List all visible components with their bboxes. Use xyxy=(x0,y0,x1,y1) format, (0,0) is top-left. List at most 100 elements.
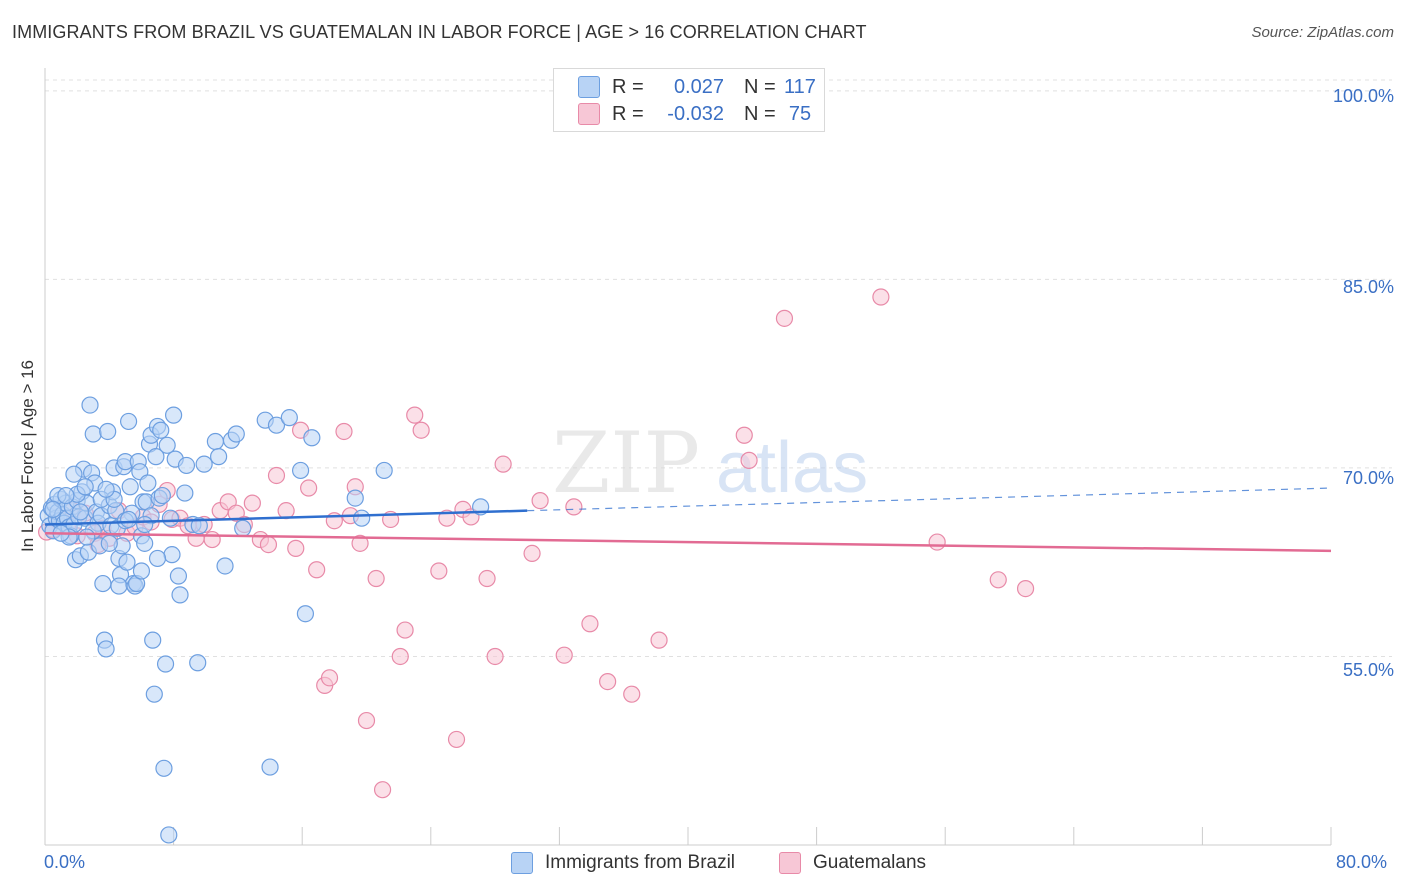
guatemalans-point xyxy=(287,539,305,557)
brazil-point xyxy=(375,461,393,480)
brazil-point xyxy=(303,429,321,447)
brazil-point xyxy=(177,456,196,475)
brazil-point xyxy=(78,528,96,546)
guatemalans-points xyxy=(38,288,1035,799)
guatemalans-point xyxy=(320,669,339,687)
n-value: 117 xyxy=(784,75,816,98)
brazil-point xyxy=(346,489,364,507)
bottom-legend-brazil[interactable]: Immigrants from Brazil xyxy=(511,852,735,874)
guatemalans-point xyxy=(203,530,221,549)
x-tick-label-min: 0.0% xyxy=(44,852,86,872)
brazil-point xyxy=(353,509,371,527)
y-tick-label-100: 100.0% xyxy=(1332,86,1394,106)
axes xyxy=(44,68,1332,846)
guatemalans-trend-line xyxy=(44,532,1332,553)
guatemalans-point xyxy=(928,533,946,551)
guatemalans-point xyxy=(740,451,758,469)
guatemalans-point xyxy=(565,498,583,516)
guatemalans-point xyxy=(391,647,409,666)
brazil-point xyxy=(160,826,178,844)
brazil-point xyxy=(65,465,83,483)
brazil-point xyxy=(44,500,62,519)
guatemalans-point xyxy=(259,535,278,554)
brazil-point xyxy=(291,461,310,480)
brazil-point xyxy=(136,534,154,552)
brazil-point xyxy=(189,654,207,672)
r-value: -0.032 xyxy=(667,102,724,125)
guatemalans-point xyxy=(531,492,549,510)
brazil-point xyxy=(81,396,99,414)
y-tick-label-70: 70.0% xyxy=(1342,468,1394,488)
n-label: N = xyxy=(744,102,776,125)
n-label: N = xyxy=(744,75,776,98)
brazil-point xyxy=(169,567,188,585)
guatemalans-point xyxy=(872,288,890,306)
brazil-point xyxy=(176,484,194,502)
brazil-point xyxy=(76,478,94,496)
brazil-point xyxy=(136,515,154,534)
guatemalans-point xyxy=(351,534,369,552)
brazil-point xyxy=(144,631,162,649)
guatemalans-point xyxy=(478,569,496,588)
brazil-point xyxy=(145,685,163,703)
brazil-point xyxy=(171,586,189,604)
guatemalans-point xyxy=(599,673,617,691)
guatemalans-legend-swatch xyxy=(779,852,801,874)
brazil-point xyxy=(94,574,112,593)
brazil-point xyxy=(84,425,102,443)
guatemalans-point xyxy=(300,479,318,497)
r-label: R = xyxy=(612,75,644,98)
brazil-point xyxy=(216,557,234,575)
brazil-point xyxy=(97,480,115,498)
guatemalans-swatch xyxy=(578,103,600,125)
brazil-point xyxy=(119,510,138,529)
guatemalans-point xyxy=(373,781,392,799)
source-label: Source: ZipAtlas.com xyxy=(1251,24,1394,41)
guatemalans-point xyxy=(396,621,414,639)
brazil-point xyxy=(97,640,115,658)
guatemalans-point xyxy=(447,730,466,749)
guatemalans-point xyxy=(243,494,261,512)
brazil-points xyxy=(39,396,490,844)
brazil-swatch xyxy=(578,76,600,98)
guatemalans-point xyxy=(357,711,376,730)
guatemalans-point xyxy=(623,685,641,703)
guatemalans-point xyxy=(335,422,353,441)
brazil-point xyxy=(161,509,179,527)
brazil-point xyxy=(227,425,245,443)
brazil-point xyxy=(156,655,175,673)
guatemalans-point xyxy=(430,562,448,580)
bottom-legend-guatemalans[interactable]: Guatemalans xyxy=(779,852,926,874)
brazil-point xyxy=(99,422,117,441)
guatemalans-point xyxy=(367,569,385,588)
guatemalans-point xyxy=(989,571,1007,589)
brazil-trend-line xyxy=(44,509,528,526)
brazil-point xyxy=(280,409,298,427)
chart-title: IMMIGRANTS FROM BRAZIL VS GUATEMALAN IN … xyxy=(12,22,867,42)
brazil-point xyxy=(100,534,118,552)
brazil-point xyxy=(153,486,171,505)
brazil-point xyxy=(121,478,139,496)
brazil-point xyxy=(132,562,151,580)
guatemalans-point xyxy=(494,455,512,473)
brazil-point xyxy=(261,758,279,776)
brazil-point xyxy=(210,448,228,466)
guatemalans-point xyxy=(308,561,326,579)
brazil-point xyxy=(234,519,252,537)
legend-row-guatemalans: R = -0.032 N = 75 xyxy=(578,101,820,127)
guatemalans-point xyxy=(650,631,668,649)
guatemalans-legend-label: Guatemalans xyxy=(813,852,927,873)
brazil-legend-label: Immigrants from Brazil xyxy=(545,852,736,873)
guatemalans-point xyxy=(735,426,753,444)
brazil-point xyxy=(119,412,138,431)
brazil-point xyxy=(110,577,128,595)
watermark-zip: ZIP xyxy=(552,414,700,512)
brazil-point xyxy=(148,549,167,568)
brazil-point xyxy=(155,759,173,777)
y-tick-label-55: 55.0% xyxy=(1342,660,1394,680)
guatemalans-point xyxy=(412,421,430,439)
x-tick-label-max: 80.0% xyxy=(1336,852,1388,872)
brazil-point xyxy=(163,546,181,564)
trend-lines xyxy=(44,487,1332,553)
